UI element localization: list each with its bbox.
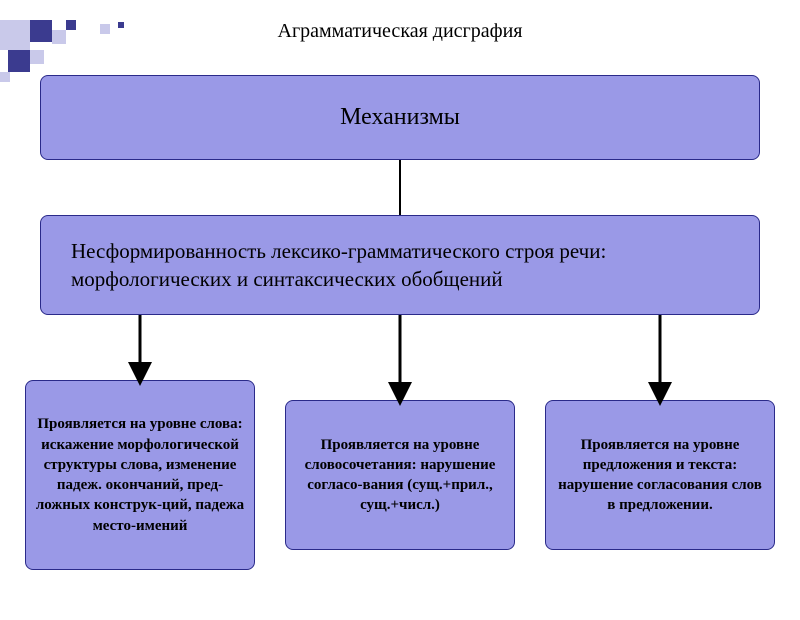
decor-square — [30, 50, 44, 64]
decor-square — [30, 20, 52, 42]
node-sentence-level-label: Проявляется на уровне предложения и текс… — [554, 435, 766, 516]
node-word-level-label: Проявляется на уровне слова: искажение м… — [34, 414, 246, 536]
decor-square — [52, 30, 66, 44]
decor-square — [8, 50, 30, 72]
node-cause: Несформированность лексико-грамматическо… — [40, 215, 760, 315]
decor-square — [66, 20, 76, 30]
node-word-level: Проявляется на уровне слова: искажение м… — [25, 380, 255, 570]
decor-square — [0, 20, 30, 50]
node-mechanisms-label: Механизмы — [340, 104, 460, 131]
decor-square — [100, 24, 110, 34]
node-sentence-level: Проявляется на уровне предложения и текс… — [545, 400, 775, 550]
node-phrase-level-label: Проявляется на уровне словосочетания: на… — [294, 435, 506, 516]
corner-decoration — [0, 20, 150, 80]
decor-square — [118, 22, 124, 28]
node-mechanisms: Механизмы — [40, 75, 760, 160]
decor-square — [0, 72, 10, 82]
node-phrase-level: Проявляется на уровне словосочетания: на… — [285, 400, 515, 550]
node-cause-label: Несформированность лексико-грамматическо… — [71, 237, 729, 294]
